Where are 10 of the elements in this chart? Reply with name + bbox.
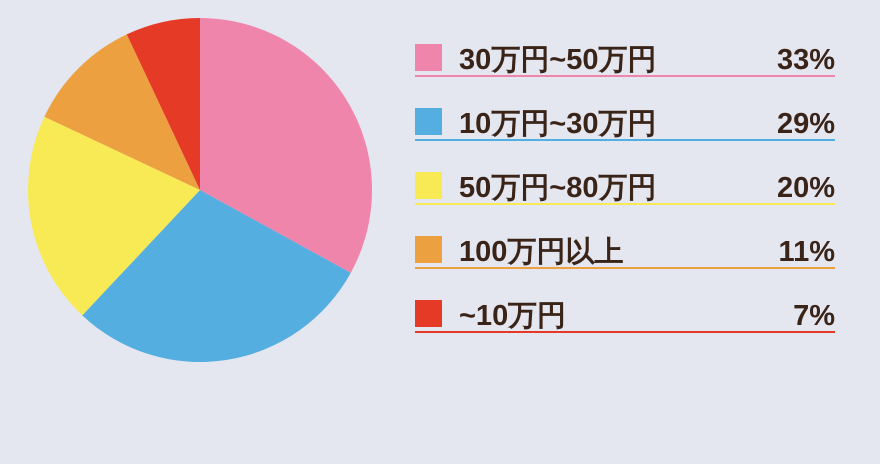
data-label: 29%	[776, 108, 836, 140]
legend-label: 10万円~30万円	[459, 108, 656, 140]
data-label: 7%	[793, 300, 836, 332]
legend-label: 30万円~50万円	[459, 44, 656, 76]
legend-label: 100万円以上	[459, 236, 624, 268]
legend-label: 50万円~80万円	[459, 172, 656, 204]
data-label: 11%	[778, 236, 836, 268]
legend-label: ~10万円	[459, 300, 566, 332]
data-label: 33%	[776, 44, 836, 76]
data-label: 20%	[776, 172, 836, 204]
